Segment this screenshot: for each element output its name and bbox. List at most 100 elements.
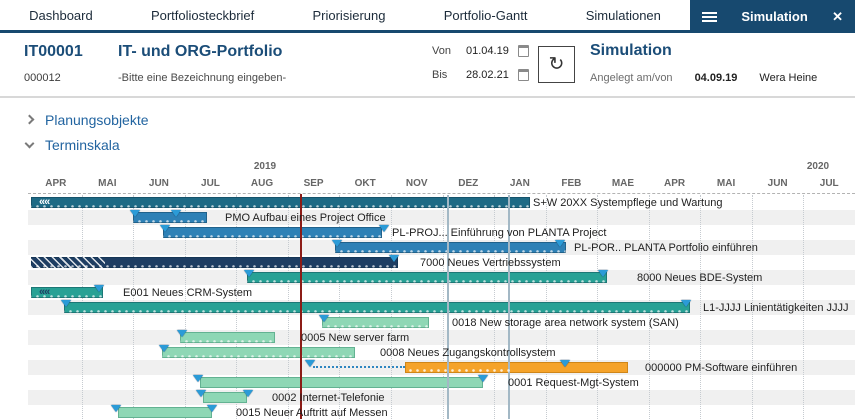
- gantt-bar[interactable]: [64, 302, 690, 313]
- gantt-bar[interactable]: [162, 347, 355, 358]
- sections: Planungsobjekte Terminskala: [0, 98, 855, 157]
- gantt-bar-label: 0002 Internet-Telefonie: [272, 392, 385, 404]
- timescale-separator: [28, 193, 855, 194]
- gantt-bar[interactable]: [118, 407, 212, 418]
- milestone-marker[interactable]: [598, 270, 608, 277]
- simulation-title: Simulation: [590, 42, 672, 59]
- row-stripe: [28, 210, 855, 225]
- created-label: Angelegt am/von: [590, 72, 673, 84]
- milestone-marker[interactable]: [681, 300, 691, 307]
- month-label: APR: [45, 178, 67, 189]
- milestone-marker[interactable]: [130, 210, 140, 217]
- gantt-chart: 2019 2020 APR MAI JUN JUL AUG SEP OKT NOV DEZ JAN FE…: [0, 158, 855, 419]
- month-label: AUG: [250, 178, 274, 189]
- calendar-icon[interactable]: [518, 69, 529, 81]
- gantt-bar[interactable]: [133, 212, 207, 223]
- row-stripe: [28, 330, 855, 345]
- gantt-bar-label: E001 Neues CRM-System: [123, 287, 252, 299]
- milestone-marker[interactable]: [243, 390, 253, 397]
- gantt-bar[interactable]: [31, 197, 530, 208]
- rewind-chevrons-icon: ««: [39, 196, 50, 208]
- nav-items: Dashboard Portfoliosteckbrief Priorisier…: [0, 0, 690, 30]
- nav-item-simulationen[interactable]: Simulationen: [585, 7, 661, 23]
- milestone-marker[interactable]: [244, 270, 254, 277]
- gantt-bar[interactable]: [247, 272, 607, 283]
- month-gridline: [803, 195, 805, 419]
- portfolio-code: 000012: [24, 72, 61, 84]
- date-to-label: Bis: [432, 69, 448, 81]
- milestone-marker[interactable]: [94, 285, 104, 292]
- year-label: 2019: [253, 161, 277, 172]
- milestone-marker[interactable]: [61, 300, 71, 307]
- nav-item-portfolio-gantt[interactable]: Portfolio-Gantt: [443, 7, 528, 23]
- created-row: Angelegt am/von 04.09.19 Wera Heine: [590, 72, 817, 84]
- gantt-bar[interactable]: [200, 377, 483, 388]
- milestone-marker[interactable]: [111, 405, 121, 412]
- scale-line: [447, 195, 449, 419]
- gantt-bar[interactable]: [335, 242, 566, 253]
- milestone-marker[interactable]: [207, 405, 217, 412]
- refresh-button[interactable]: ↻: [538, 46, 575, 83]
- milestone-marker[interactable]: [560, 360, 570, 367]
- milestone-marker[interactable]: [305, 360, 315, 367]
- month-label: JUL: [201, 178, 220, 189]
- month-label: DEZ: [458, 178, 479, 189]
- milestone-marker[interactable]: [193, 375, 203, 382]
- hamburger-menu-icon[interactable]: [702, 11, 717, 22]
- created-date: 04.09.19: [694, 72, 738, 84]
- gantt-bar[interactable]: [163, 227, 382, 238]
- month-label: JUN: [148, 178, 169, 189]
- section-terminskala[interactable]: Terminskala: [24, 132, 855, 157]
- milestone-marker[interactable]: [389, 255, 399, 262]
- portfolio-subtitle[interactable]: -Bitte eine Bezeichnung eingeben-: [118, 72, 287, 84]
- section-label: Terminskala: [45, 136, 120, 153]
- dots-overlay: [405, 362, 510, 373]
- chevron-down-icon: [24, 138, 35, 148]
- milestone-marker[interactable]: [555, 240, 565, 247]
- gantt-bar[interactable]: [322, 317, 429, 328]
- gantt-bar[interactable]: [203, 392, 247, 403]
- month-label: SEP: [303, 178, 324, 189]
- milestone-marker[interactable]: [171, 210, 181, 217]
- milestone-marker[interactable]: [160, 225, 170, 232]
- milestone-marker[interactable]: [177, 330, 187, 337]
- today-line: [300, 194, 302, 419]
- milestone-marker[interactable]: [196, 390, 206, 397]
- nav-item-dashboard[interactable]: Dashboard: [29, 7, 93, 23]
- calendar-icon[interactable]: [518, 45, 529, 57]
- nav-item-priorisierung[interactable]: Priorisierung: [312, 7, 386, 23]
- month-label: JAN: [509, 178, 530, 189]
- month-label: JUN: [767, 178, 788, 189]
- date-to-value[interactable]: 28.02.21: [466, 69, 509, 81]
- portfolio-id: IT00001: [24, 43, 83, 60]
- month-label: MAI: [98, 178, 117, 189]
- created-by: Wera Heine: [759, 72, 818, 84]
- gantt-bar[interactable]: [180, 332, 275, 343]
- milestone-marker[interactable]: [319, 315, 329, 322]
- section-planungsobjekte[interactable]: Planungsobjekte: [24, 107, 855, 132]
- refresh-icon: ↻: [548, 54, 565, 75]
- rewind-chevrons-icon: ««: [39, 286, 50, 298]
- chevron-right-icon: [24, 114, 35, 125]
- milestone-marker[interactable]: [159, 345, 169, 352]
- date-from-value[interactable]: 01.04.19: [466, 45, 509, 57]
- gantt-bar-label: 7000 Neues Vertriebssystem: [420, 257, 561, 269]
- nav-item-portfoliosteckbrief[interactable]: Portfoliosteckbrief: [150, 7, 255, 23]
- month-label: MAI: [716, 178, 736, 189]
- milestone-marker[interactable]: [478, 375, 488, 382]
- gantt-bar-label: PMO Aufbau eines Project Office: [225, 212, 386, 224]
- close-icon[interactable]: ✕: [832, 8, 843, 24]
- gantt-bar[interactable]: [31, 287, 103, 298]
- gantt-bar-label: 0018 New storage area network system (SA…: [452, 317, 679, 329]
- year-label: 2020: [806, 161, 830, 172]
- gantt-bar-label: 8000 Neues BDE-System: [637, 272, 763, 284]
- milestone-marker[interactable]: [379, 225, 389, 232]
- gantt-bar-label: PL-POR.. PLANTA Portfolio einführen: [574, 242, 758, 254]
- portfolio-header: IT00001 000012 IT- und ORG-Portfolio -Bi…: [0, 33, 855, 98]
- gantt-bar-label: 0005 New server farm: [301, 332, 410, 344]
- scale-line: [508, 195, 510, 419]
- tab-simulation[interactable]: Simulation ✕: [690, 0, 855, 33]
- milestone-marker[interactable]: [332, 240, 342, 247]
- gantt-bar-label: 0015 Neuer Auftritt auf Messen: [236, 407, 388, 419]
